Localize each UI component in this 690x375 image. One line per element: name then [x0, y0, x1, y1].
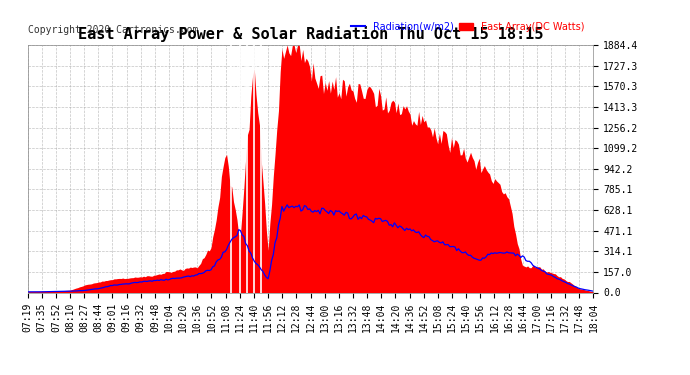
Legend: Radiation(w/m2), East Array(DC Watts): Radiation(w/m2), East Array(DC Watts): [347, 18, 589, 36]
Title: East Array Power & Solar Radiation Thu Oct 15 18:15: East Array Power & Solar Radiation Thu O…: [78, 27, 543, 42]
Text: Copyright 2020 Cartronics.com: Copyright 2020 Cartronics.com: [28, 25, 198, 35]
